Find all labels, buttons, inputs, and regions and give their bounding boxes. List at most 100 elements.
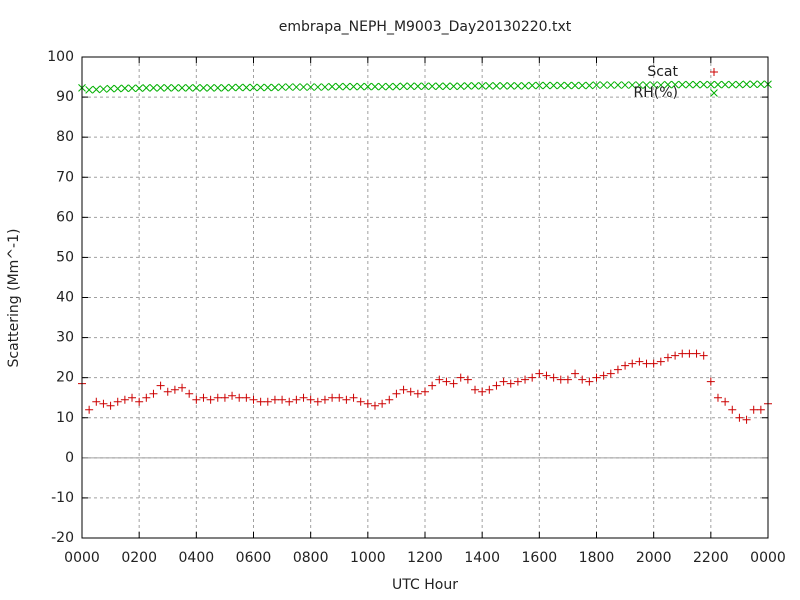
data-point [421,82,429,91]
data-point [92,85,101,94]
data-point [542,371,551,380]
data-point [356,397,365,406]
data-point [406,387,415,396]
data-point [542,81,551,90]
data-point [206,84,215,92]
data-point [363,399,372,408]
legend: Scat RH(%) [634,64,718,101]
x-axis-label: UTC Hour [392,577,458,593]
marks [78,80,772,424]
data-point [370,401,379,410]
data-point [235,83,244,92]
data-point [714,80,722,89]
data-point [85,86,93,94]
data-point [120,395,129,404]
data-point [428,82,436,91]
x-tick-label: 2000 [636,550,672,566]
y-tick-label: 80 [56,129,74,145]
data-point [328,393,337,402]
data-point [285,83,294,91]
y-tick-label: 70 [56,169,74,185]
data-point [678,80,687,89]
data-point [178,383,187,392]
data-point [664,80,672,89]
x-tick-label: 1800 [579,550,615,566]
data-point [728,80,737,89]
data-point [142,84,151,92]
y-tick-label: 10 [56,410,74,426]
data-point [528,373,537,382]
data-point [506,379,515,388]
data-point [742,415,751,424]
data-point [635,357,644,366]
data-point [571,369,580,378]
y-tick-label: 90 [56,89,74,105]
y-tick-label: 40 [56,290,74,306]
data-point [456,373,465,382]
data-point [349,393,358,402]
data-point [621,81,629,89]
data-point [642,81,651,89]
data-point [385,395,394,404]
data-point [185,389,194,398]
data-point [514,82,522,90]
data-point [106,401,115,410]
data-point [649,359,658,368]
data-point [556,81,565,90]
data-point [535,369,544,378]
data-point [342,82,351,91]
data-point [535,81,544,90]
data-point [599,81,608,89]
data-point [728,405,737,414]
data-point [678,349,687,358]
data-point [485,385,494,394]
data-point [563,375,572,384]
data-point [385,82,394,91]
data-point [178,84,186,92]
x-tick-label: 0000 [750,550,786,566]
data-point [606,81,615,89]
data-point [628,359,637,368]
data-point [278,83,286,91]
data-point [285,397,294,406]
data-point [578,81,587,90]
x-tick-label: 0200 [121,550,157,566]
data-point [506,82,515,90]
data-point [149,389,158,398]
data-point [392,389,401,398]
data-point [299,393,308,402]
data-point [685,80,694,89]
y-tick-label: 20 [56,370,74,386]
data-point [270,395,279,404]
data-point [142,393,151,402]
data-point [478,387,487,396]
data-point [199,393,208,402]
data-point [242,83,251,92]
data-point [163,84,172,92]
data-point [685,349,694,358]
data-point [706,377,715,386]
data-point [371,82,379,91]
data-point [278,395,287,404]
data-point [449,379,458,388]
data-point [228,391,237,400]
data-point [549,373,558,382]
data-point [528,81,537,90]
data-point [564,81,572,90]
data-point [149,84,158,92]
data-point [692,80,701,89]
x-tick-label: 1400 [464,550,500,566]
data-point [692,349,701,358]
chart-title: embrapa_NEPH_M9003_Day20130220.txt [279,19,572,35]
data-point [428,381,437,390]
data-point [749,80,758,89]
data-point [321,83,329,91]
data-point [485,82,494,90]
data-point [349,82,358,91]
y-tick-label: -10 [51,490,74,506]
data-point [671,80,679,89]
data-point [635,81,644,89]
y-tick-label: 100 [47,49,74,65]
